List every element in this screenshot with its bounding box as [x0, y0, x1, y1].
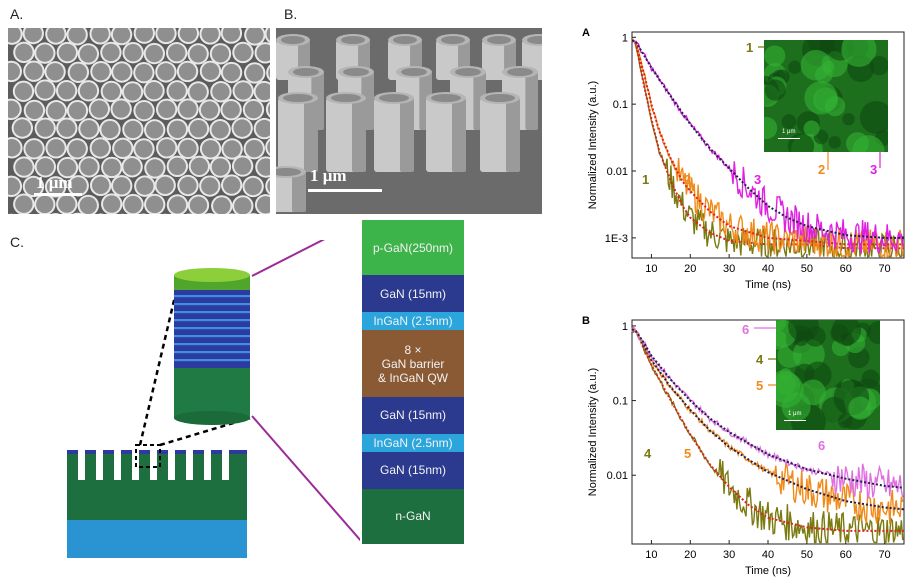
zoom-line-right — [159, 416, 251, 447]
y-tick-label: 1 — [622, 32, 628, 44]
nanowire-schematic — [67, 240, 360, 558]
zoom-line-left — [138, 274, 182, 446]
series-2-fit — [631, 39, 904, 246]
nanowire-disk — [140, 213, 147, 214]
x-tick-label: 30 — [723, 549, 735, 561]
panel-label-sem-top: A. — [10, 6, 24, 22]
layer-7: n-GaN — [362, 488, 464, 544]
series-4-fit — [631, 328, 904, 532]
layer-5: InGaN (2.5nm) — [362, 433, 464, 452]
single-nanowire-cylinder — [174, 268, 250, 425]
chart-panel-label: A — [582, 27, 590, 39]
layer-6: GaN (15nm) — [362, 451, 464, 489]
x-tick-label: 10 — [645, 263, 657, 275]
nanowire-disk — [72, 212, 83, 214]
nanowire-pillars — [67, 450, 247, 482]
x-axis-label: Time (ns) — [745, 565, 791, 577]
panel-label-sem-tilted: B. — [284, 6, 298, 22]
layer-stack: p-GaN(250nm) GaN (15nm) InGaN (2.5nm) 8 × G… — [362, 220, 464, 544]
y-tick-label: 0.1 — [613, 99, 628, 111]
inset-scale-bar — [778, 138, 800, 139]
series-5-trace — [631, 326, 904, 524]
inset-marker-1: 1 — [746, 40, 753, 55]
layer-0: p-GaN(250nm) — [362, 220, 464, 276]
fluorescence-map — [764, 40, 888, 152]
nanowire-disk — [248, 213, 258, 214]
inset-marker-3: 3 — [870, 162, 877, 177]
nanowire-array-tilted-view — [276, 28, 542, 214]
decay-chart-b: B 10 20 30 40 50 60 70 1 0.1 0.01 Time (ns) Normaliz… — [582, 315, 905, 577]
x-axis-label: Time (ns) — [745, 279, 791, 291]
series-4-trace — [631, 327, 904, 544]
y-tick-label: 0.01 — [607, 166, 628, 178]
sapphire-substrate — [67, 520, 247, 558]
gan-base-layer — [67, 480, 247, 520]
chart-panel-label: B — [582, 315, 590, 327]
curve-label-3: 3 — [754, 172, 761, 187]
curve-label-6: 6 — [818, 438, 825, 453]
inset-scale-label: 1 μm — [788, 411, 802, 417]
x-tick-label: 40 — [762, 263, 774, 275]
x-tick-label: 20 — [684, 263, 696, 275]
layer-3: 8 × GaN barrier & InGaN QW — [362, 330, 464, 397]
inset-scale-label: 1 μm — [782, 129, 796, 135]
layer-1: GaN (15nm) — [362, 275, 464, 313]
x-tick-label: 60 — [840, 549, 852, 561]
inset-marker-2: 2 — [818, 162, 825, 177]
connector-line-bottom — [251, 415, 360, 542]
x-tick-label: 10 — [645, 549, 657, 561]
x-tick-label: 20 — [684, 549, 696, 561]
y-tick-label: 1 — [622, 321, 628, 333]
series-1-fit — [631, 39, 904, 250]
x-tick-label: 40 — [762, 549, 774, 561]
panel-label-schematic: C. — [10, 234, 24, 250]
series-3-fit — [631, 39, 904, 239]
x-tick-label: 50 — [801, 263, 813, 275]
nanowire-disk — [228, 213, 236, 214]
nanowire-disk — [51, 213, 61, 214]
x-tick-label: 50 — [801, 549, 813, 561]
y-tick-label: 0.1 — [613, 396, 628, 408]
inset-marker-4: 4 — [756, 352, 764, 367]
series-2-trace — [631, 38, 904, 259]
layer-2: InGaN (2.5nm) — [362, 312, 464, 331]
layer-4: GaN (15nm) — [362, 396, 464, 434]
y-axis-label: Normalized Intensity (a.u.) — [587, 368, 599, 496]
connector-line-top — [251, 240, 325, 277]
nanowire-disk — [205, 212, 215, 214]
scale-bar-label: 1 μm — [36, 173, 73, 192]
curve-label-5: 5 — [684, 446, 691, 461]
scale-bar-line — [308, 189, 382, 192]
x-tick-label: 70 — [878, 263, 890, 275]
curve-label-2: 2 — [684, 172, 691, 187]
inset-marker-6: 6 — [742, 322, 749, 337]
inset-marker-5: 5 — [756, 378, 763, 393]
fluorescence-map — [776, 320, 880, 430]
curve-label-4: 4 — [644, 446, 652, 461]
curve-label-1: 1 — [642, 172, 649, 187]
fluorescence-inset-a: 1 μm — [764, 40, 888, 152]
inset-scale-bar — [784, 420, 806, 421]
zoom-box — [135, 444, 161, 468]
y-tick-label: 0.01 — [607, 470, 628, 482]
scale-bar-label: 1 μm — [310, 166, 347, 185]
x-tick-label: 30 — [723, 263, 735, 275]
x-tick-label: 70 — [878, 549, 890, 561]
fluorescence-inset-b: 1 μm — [776, 320, 880, 430]
nanowire-array-top-view — [8, 28, 270, 214]
scale-bar-line — [34, 193, 82, 196]
decay-chart-a: A 10 20 30 40 50 60 70 1 0.1 0.01 1E-3 Time (ns) Norm… — [582, 27, 905, 291]
series-1-trace — [631, 38, 904, 259]
y-tick-label: 1E-3 — [605, 233, 628, 245]
y-axis-label: Normalized Intensity (a.u.) — [587, 81, 599, 209]
nanowire-disk — [266, 64, 270, 81]
x-tick-label: 60 — [840, 263, 852, 275]
series-6-fit — [631, 328, 905, 489]
sem-image-tilted-view: 1 μm — [276, 28, 542, 214]
series-3-trace — [631, 39, 904, 255]
sem-image-top-view: 1 μm — [8, 28, 270, 214]
